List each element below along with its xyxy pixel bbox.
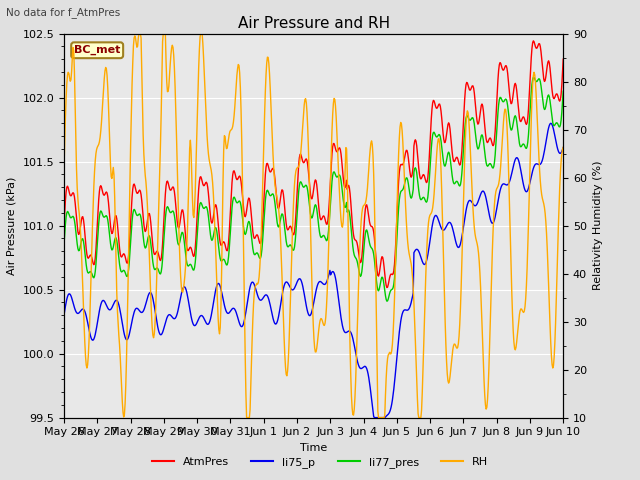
Text: BC_met: BC_met bbox=[74, 45, 120, 55]
Title: Air Pressure and RH: Air Pressure and RH bbox=[237, 16, 390, 31]
Text: No data for f_AtmPres: No data for f_AtmPres bbox=[6, 7, 121, 18]
X-axis label: Time: Time bbox=[300, 443, 327, 453]
Y-axis label: Air Pressure (kPa): Air Pressure (kPa) bbox=[7, 177, 17, 275]
Legend: AtmPres, li75_p, li77_pres, RH: AtmPres, li75_p, li77_pres, RH bbox=[147, 452, 493, 472]
Y-axis label: Relativity Humidity (%): Relativity Humidity (%) bbox=[593, 161, 603, 290]
